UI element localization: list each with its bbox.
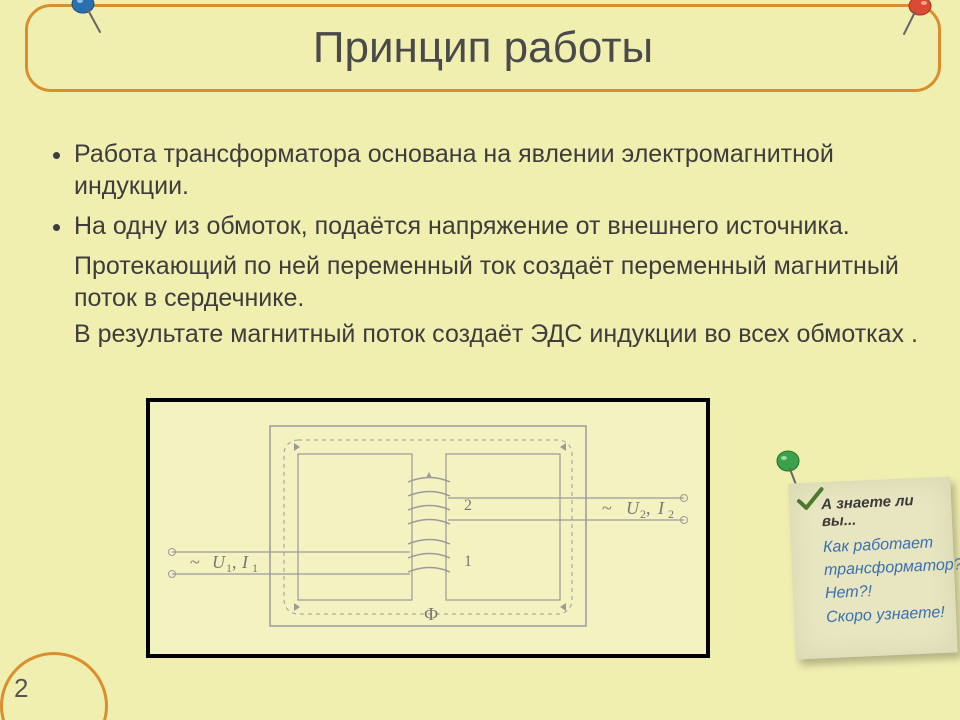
- diagram-right-u: U: [626, 498, 640, 518]
- transformer-diagram: ~ U 1 , I 1 ~ U 2 , I 2 2 1 Ф: [146, 398, 710, 658]
- bullet-list: Работа трансформатора основана на явлени…: [48, 138, 918, 242]
- diagram-left-i: I: [241, 552, 249, 572]
- transformer-svg: ~ U 1 , I 1 ~ U 2 , I 2 2 1 Ф: [150, 402, 706, 654]
- slide-title: Принцип работы: [313, 23, 653, 73]
- title-frame: Принцип работы: [25, 4, 941, 92]
- slide: Принцип работы Работа трансформатора осн…: [0, 0, 960, 720]
- svg-text:,: ,: [646, 498, 651, 518]
- diagram-left-tilde: ~: [190, 552, 200, 572]
- note-heading: А знаете ли вы...: [821, 491, 942, 530]
- diagram-left-isub: 1: [252, 561, 258, 575]
- diagram-coil-2: 2: [464, 497, 472, 514]
- paragraph: В результате магнитный поток создаёт ЭДС…: [74, 318, 918, 350]
- paragraph: Протекающий по ней переменный ток создаё…: [74, 250, 918, 314]
- note-line: Скоро узнаете!: [826, 600, 947, 628]
- diagram-coil-1: 1: [464, 553, 472, 570]
- bullet-item: Работа трансформатора основана на явлени…: [74, 138, 918, 202]
- sticky-note: А знаете ли вы... Как работает трансформ…: [788, 477, 958, 660]
- body-text: Работа трансформатора основана на явлени…: [48, 138, 918, 354]
- pushpin-blue-icon: [68, 0, 108, 36]
- diagram-flux: Ф: [424, 604, 438, 624]
- diagram-right-isub: 2: [668, 507, 674, 521]
- diagram-left-u: U: [212, 552, 226, 572]
- svg-text:,: ,: [232, 552, 237, 572]
- checkmark-icon: [794, 484, 825, 515]
- pushpin-red-icon: [898, 0, 938, 38]
- diagram-right-tilde: ~: [602, 498, 612, 518]
- diagram-right-i: I: [657, 498, 665, 518]
- page-number: 2: [14, 673, 28, 704]
- bullet-item: На одну из обмоток, подаётся напряжение …: [74, 210, 918, 242]
